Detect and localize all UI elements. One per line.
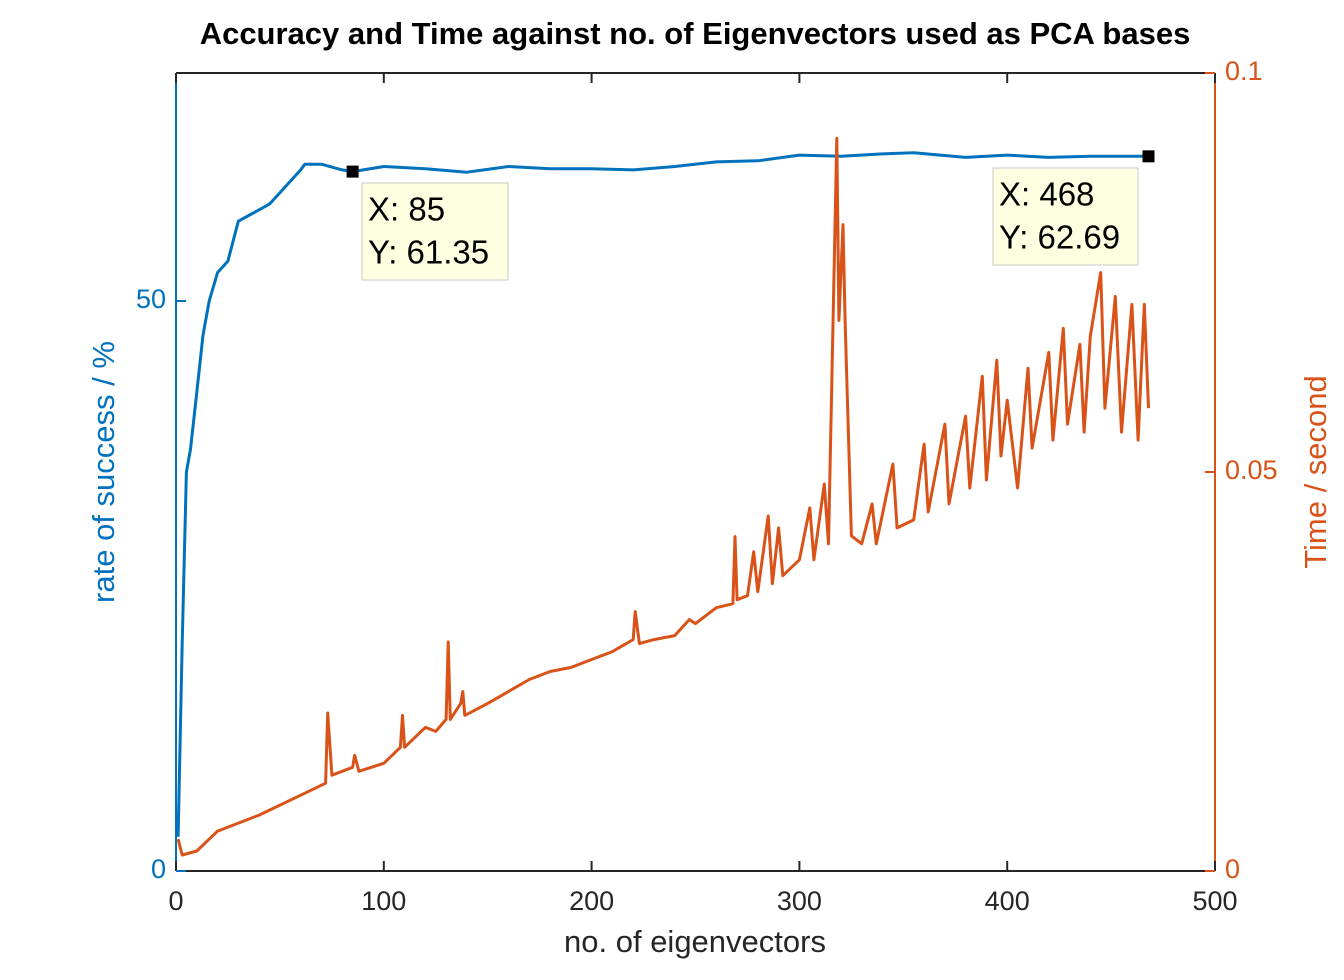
y-axis-label: rate of success / % <box>86 341 121 603</box>
datatip-marker <box>346 165 359 178</box>
x-tick-label: 0 <box>168 886 183 916</box>
datatip-text: X: 468 <box>999 176 1094 213</box>
y2-tick-label: 0.1 <box>1225 56 1263 86</box>
y2-tick-label: 0.05 <box>1225 455 1278 485</box>
datatip-marker <box>1142 150 1155 163</box>
x-axis-label: no. of eigenvectors <box>564 924 826 959</box>
series-line <box>176 136 1150 857</box>
chart-title: Accuracy and Time against no. of Eigenve… <box>200 16 1191 51</box>
datatip-text: Y: 61.35 <box>368 234 489 271</box>
datatip-box <box>361 182 509 281</box>
datatip-text: Y: 62.69 <box>999 219 1120 256</box>
x-tick-label: 500 <box>1192 886 1237 916</box>
y2-tick-label: 0 <box>1225 854 1240 884</box>
y-tick-label: 0 <box>151 854 166 884</box>
x-tick-label: 400 <box>985 886 1030 916</box>
x-tick-label: 200 <box>569 886 614 916</box>
datatip-text: X: 85 <box>368 191 445 228</box>
x-tick-label: 100 <box>361 886 406 916</box>
y-tick-label: 50 <box>136 284 166 314</box>
y2-axis-label: Time / second <box>1298 375 1333 569</box>
x-tick-label: 300 <box>777 886 822 916</box>
datatip-box <box>992 167 1139 266</box>
